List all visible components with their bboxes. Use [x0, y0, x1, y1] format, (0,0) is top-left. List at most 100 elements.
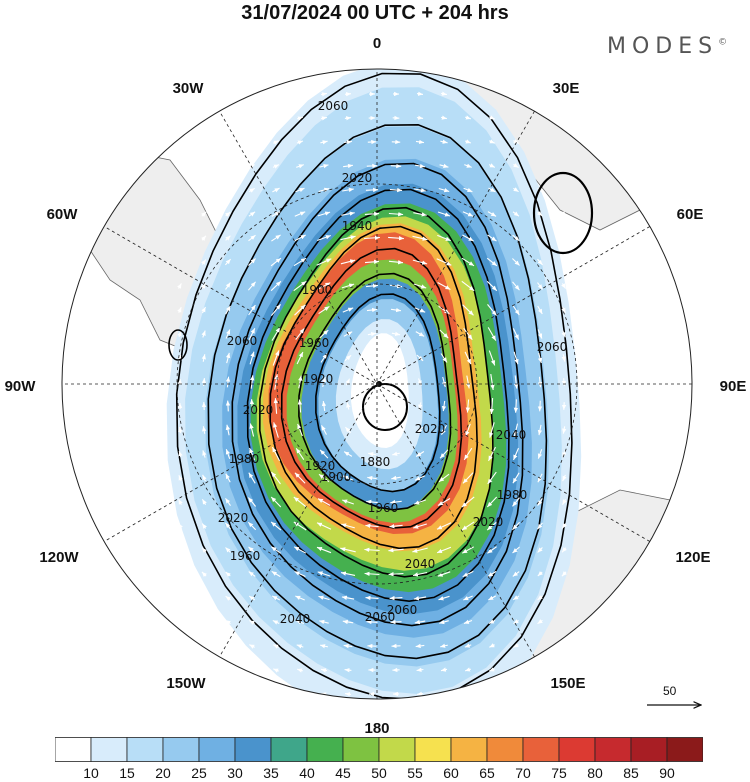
- wind-vector-arrow: [319, 329, 329, 339]
- wind-vector-arrow: [201, 547, 207, 553]
- wind-vector-arrow: [178, 474, 183, 482]
- contour-label: 1920: [303, 372, 334, 386]
- wind-vector-arrow: [340, 547, 356, 553]
- wind-vector-arrow: [416, 91, 424, 96]
- wind-vector-arrow: [340, 235, 356, 241]
- wind-vector-arrow: [439, 449, 449, 459]
- wind-vector-arrow: [225, 329, 231, 339]
- wind-vector-arrow: [225, 211, 231, 217]
- wind-vector-arrow: [562, 426, 567, 434]
- wind-vector-arrow: [364, 571, 380, 577]
- colorbar-swatch: [162, 737, 200, 762]
- wind-vector-arrow: [316, 258, 332, 266]
- wind-vector-arrow: [270, 280, 282, 292]
- wind-vector-arrow: [488, 139, 496, 144]
- contour-label: 2060: [387, 603, 418, 617]
- wind-vector-arrow: [585, 306, 590, 314]
- height-contour: [269, 225, 479, 550]
- wind-vector-arrow: [537, 547, 543, 553]
- wind-vector-arrow: [248, 472, 256, 484]
- wind-vector-arrow: [414, 187, 426, 193]
- wind-vector-arrow: [270, 257, 282, 267]
- colorbar-tick-label: 30: [227, 765, 243, 781]
- wind-vector-arrow: [177, 523, 183, 529]
- reference-vector-label: 50: [663, 684, 677, 698]
- colorbar-swatch: [126, 737, 164, 762]
- wind-vector-arrow: [414, 499, 426, 505]
- wind-vector-arrow: [271, 211, 281, 217]
- wind-vector-arrow: [293, 280, 307, 292]
- height-contour: [175, 72, 573, 699]
- wind-vector-arrow: [342, 619, 354, 625]
- wind-vector-arrow: [537, 400, 543, 412]
- wind-vector-arrow: [440, 139, 448, 144]
- wind-vector-arrow: [272, 644, 280, 649]
- wind-vector-arrow: [489, 398, 494, 414]
- wind-vector-arrow: [249, 644, 255, 649]
- wind-vector-arrow: [416, 354, 424, 362]
- wind-vector-arrow: [437, 498, 451, 506]
- wind-vector-arrow: [271, 595, 281, 601]
- map-border: [61, 68, 693, 700]
- wind-vector-arrow: [178, 499, 183, 505]
- wind-vector-arrow: [513, 619, 519, 624]
- wind-vector-arrow: [249, 620, 255, 625]
- colorbar-swatch: [522, 737, 560, 762]
- wind-vector-arrow: [293, 496, 307, 508]
- contour-label: 1980: [497, 488, 528, 502]
- wind-vector-arrow: [248, 211, 256, 217]
- colorbar-swatch: [630, 737, 668, 762]
- wind-vector-arrow: [512, 521, 520, 531]
- wind-vector-arrow: [249, 140, 255, 145]
- wind-vector-arrow: [294, 472, 306, 484]
- wind-vector-arrow: [416, 115, 424, 120]
- wind-vector-arrow: [513, 139, 519, 144]
- wind-vector-arrow: [537, 522, 543, 530]
- wind-vector-arrow: [316, 546, 332, 554]
- wind-vector-arrow: [296, 164, 304, 169]
- wind-vector-arrow: [486, 496, 498, 508]
- wind-vector-arrow: [415, 163, 425, 169]
- closed-contour-east: [532, 171, 594, 255]
- wind-vector-arrow: [436, 546, 452, 554]
- wind-vector-arrow: [248, 447, 256, 461]
- wind-vector-arrow: [440, 667, 448, 672]
- wind-vector-arrow: [561, 547, 567, 553]
- wind-vector-arrow: [388, 211, 404, 217]
- wind-vector-arrow: [201, 283, 207, 289]
- wind-vector-arrow: [585, 354, 590, 362]
- wind-vector-arrow: [461, 496, 475, 508]
- lon-label-60w: 60W: [47, 206, 79, 223]
- wind-vector-arrow: [390, 499, 402, 505]
- wind-vector-arrow: [273, 398, 278, 414]
- wind-vector-arrow: [201, 235, 207, 241]
- wind-vector-arrow: [225, 400, 231, 412]
- height-contour: [258, 206, 494, 578]
- wind-vector-arrow: [296, 668, 304, 673]
- wind-vector-arrow: [343, 451, 353, 457]
- contour-label-layer: 2060202019401900192019602060202019802020…: [218, 99, 568, 626]
- copyright-mark: ©: [718, 37, 728, 48]
- wind-vector-arrow: [344, 692, 352, 697]
- wind-vector-arrow: [321, 401, 327, 411]
- wind-vector-arrow: [225, 352, 231, 364]
- lon-label-150e: 150E: [550, 675, 585, 692]
- wind-vector-arrow: [344, 116, 352, 121]
- wind-vector-arrow: [461, 546, 475, 554]
- wind-vector-arrow: [438, 595, 450, 601]
- wind-vector-arrow: [440, 91, 448, 96]
- wind-vector-arrow: [586, 426, 591, 434]
- wind-vector-arrow: [512, 281, 520, 291]
- wind-vector-arrow: [225, 497, 231, 507]
- colorbar-tick-label: 60: [443, 765, 459, 781]
- colorbar-tick-label: 75: [551, 765, 567, 781]
- contour-label: 1880: [360, 455, 391, 469]
- wind-vector-arrow: [249, 423, 255, 437]
- wind-vector-arrow: [247, 497, 257, 507]
- wind-vector-arrow: [296, 140, 304, 145]
- wind-vector-arrow: [295, 619, 305, 625]
- wind-vector-arrow: [487, 234, 497, 242]
- wind-vector-arrow: [488, 163, 496, 168]
- wind-vector-arrow: [414, 475, 426, 481]
- wind-vector-arrow: [318, 473, 330, 483]
